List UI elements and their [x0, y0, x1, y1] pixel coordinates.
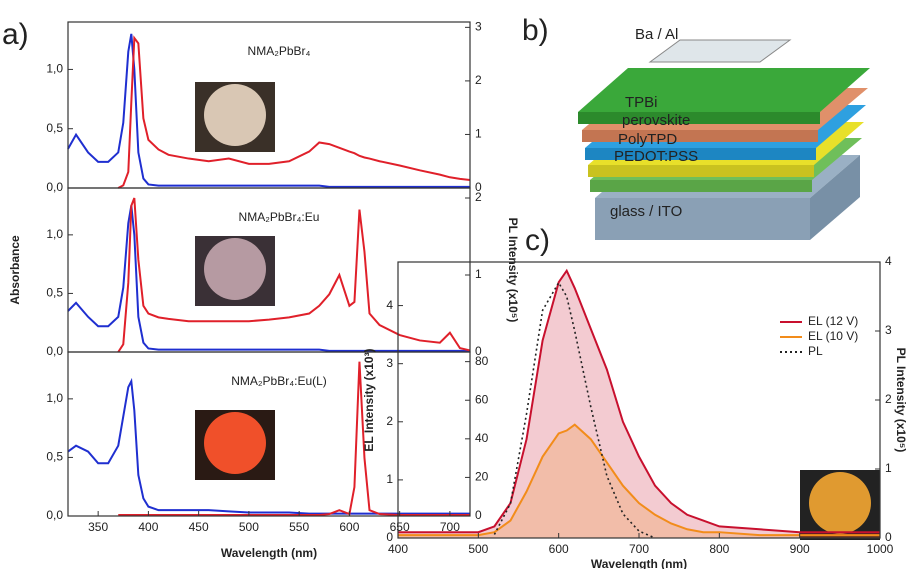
y2-tick-label: 20: [475, 470, 489, 484]
line: [67, 205, 470, 352]
y-tick-label: 4: [386, 298, 393, 312]
y-tick-label: 1: [386, 472, 393, 486]
y-tick-label: 0,0: [46, 508, 63, 522]
x-tick-label: 400: [388, 542, 408, 556]
line: [493, 281, 656, 539]
x-tick-label: 900: [790, 542, 810, 556]
subplot: 400 500 600 700 800 900 10000123401234c)Wavele…: [362, 224, 907, 569]
x-tick-label: 650: [390, 520, 410, 534]
x-tick-label: 1000: [867, 542, 894, 556]
inset-film: [809, 472, 871, 534]
x-tick-label: 600: [339, 520, 359, 534]
y2-tick-label: 2: [475, 190, 482, 204]
x-tick-label: 700: [440, 520, 460, 534]
stack-diagram: b) Ba / Al TPBi perovskite PolyTPD PEDOT…: [522, 14, 870, 240]
y2-tick-label: 40: [475, 431, 489, 445]
line: [398, 423, 880, 537]
x-tick-label: 700: [629, 542, 649, 556]
y2-tick-label: 0: [475, 180, 482, 194]
y2-axis-label: PL Intensity (x10⁵): [894, 348, 907, 453]
inset-film: [204, 412, 266, 474]
y2-tick-label: 60: [475, 392, 489, 406]
y-tick-label: 0: [386, 530, 393, 544]
y-tick-label: 0,0: [46, 344, 63, 358]
y-tick-label: 3: [386, 356, 393, 370]
panel-label: a): [2, 18, 29, 51]
x-tick-label: 500: [468, 542, 488, 556]
layer-tpbi: [578, 68, 870, 112]
area: [398, 424, 880, 538]
panel-label: b): [522, 14, 549, 47]
y2-tick-label: 80: [475, 354, 489, 368]
y-tick-label: 0,5: [46, 450, 63, 464]
x-tick-label: 350: [88, 520, 108, 534]
legend-label: EL (12 V): [808, 314, 858, 328]
layer-label: PEDOT:PSS: [614, 148, 698, 165]
subplot: 0,0 0,5 1,0 0 1 2 NMA₂PbBr₄:Eu Absorbance PL Int…: [8, 187, 520, 358]
layer-polytpd-side: [585, 148, 816, 160]
x-tick-label: 500: [239, 520, 259, 534]
x-tick-label: 400: [138, 520, 158, 534]
layer-ito-side: [590, 180, 812, 192]
y2-axis-label: PL Intensity (x10⁵): [506, 218, 520, 323]
layer-label: PolyTPD: [618, 131, 677, 148]
layer-label: TPBi: [625, 94, 658, 111]
y2-tick-label: 0: [475, 344, 482, 358]
y2-tick-label: 4: [885, 254, 892, 268]
subplot: 350 400 450 500 550 600 650 7000,00,51,00204060…: [46, 351, 489, 560]
y-tick-label: 1,0: [46, 391, 63, 405]
x-axis-label: Wavelength (nm): [221, 546, 317, 560]
legend-label: PL: [808, 344, 823, 358]
line: [398, 268, 880, 534]
y2-tick-label: 0: [475, 508, 482, 522]
y2-tick-label: 3: [885, 323, 892, 337]
y-tick-label: 0,0: [46, 180, 63, 194]
layer-glass-side: [595, 198, 810, 240]
line: [67, 33, 470, 188]
y2-tick-label: 3: [475, 20, 482, 34]
subplot-title: NMA₂PbBr₄:Eu(L): [231, 374, 327, 388]
line: [117, 197, 471, 353]
y2-tick-label: 1: [885, 461, 892, 475]
layer-pedot-side: [588, 165, 814, 177]
y-tick-label: 2: [386, 414, 393, 428]
layer-perovskite-side: [582, 130, 818, 142]
y-axis-label: EL Intensity (x10³): [362, 348, 376, 451]
x-axis-label: Wavelength (nm): [591, 557, 687, 569]
legend-label: EL (10 V): [808, 329, 858, 343]
layer-label: glass / ITO: [610, 203, 682, 220]
x-tick-label: 450: [189, 520, 209, 534]
line: [117, 35, 471, 189]
y2-tick-label: 0: [885, 530, 892, 544]
panel-label: c): [525, 224, 550, 257]
layer-label: Ba / Al: [635, 26, 678, 43]
subplot: 0,0 0,5 1,0 0 1 2 3 a) NMA₂PbBr₄: [2, 18, 482, 194]
x-tick-label: 800: [709, 542, 729, 556]
x-tick-label: 550: [289, 520, 309, 534]
y2-tick-label: 1: [475, 267, 482, 281]
subplot-title: NMA₂PbBr₄:Eu: [239, 210, 320, 224]
inset-film: [204, 84, 266, 146]
plot-frame: [67, 351, 471, 517]
layer-label: perovskite: [622, 112, 690, 129]
subplot-title: NMA₂PbBr₄: [248, 44, 311, 58]
y-tick-label: 0,5: [46, 121, 63, 135]
y-axis-label: Absorbance: [8, 235, 22, 305]
y-tick-label: 1,0: [46, 227, 63, 241]
layer-glass-edge: [810, 155, 860, 240]
y2-tick-label: 2: [885, 392, 892, 406]
y2-tick-label: 1: [475, 127, 482, 141]
y-tick-label: 1,0: [46, 62, 63, 76]
x-tick-label: 600: [549, 542, 569, 556]
y-tick-label: 0,5: [46, 286, 63, 300]
y2-tick-label: 2: [475, 73, 482, 87]
inset-film: [204, 238, 266, 300]
layer-metal: [648, 39, 792, 63]
layer-tpbi-side: [578, 112, 820, 124]
